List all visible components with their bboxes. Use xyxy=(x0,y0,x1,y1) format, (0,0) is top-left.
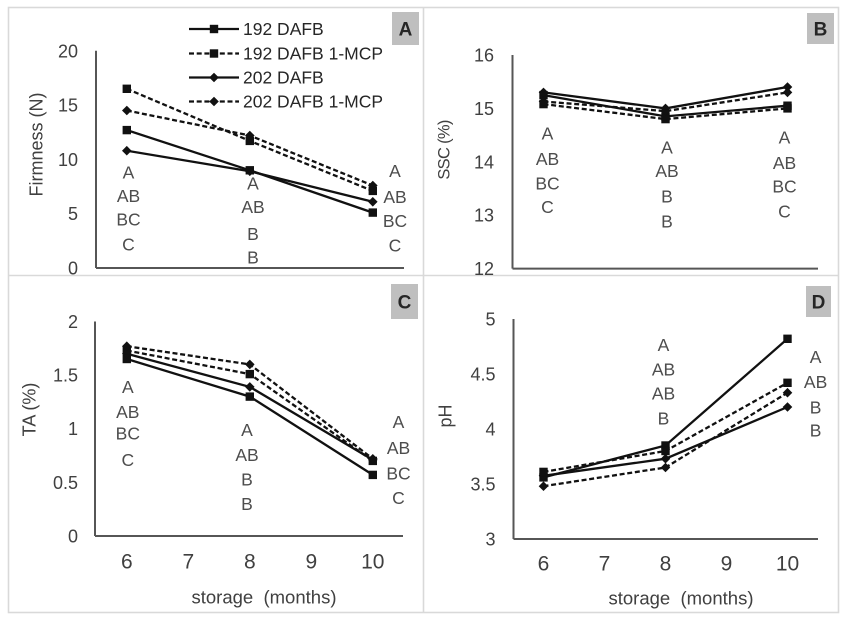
svg-text:15: 15 xyxy=(58,96,78,116)
svg-text:8: 8 xyxy=(244,551,256,574)
svg-text:13: 13 xyxy=(474,206,494,226)
svg-text:B: B xyxy=(661,211,673,231)
svg-text:AB: AB xyxy=(117,186,140,206)
svg-text:A: A xyxy=(123,162,135,182)
svg-text:C: C xyxy=(392,488,405,508)
svg-text:A: A xyxy=(542,123,554,143)
svg-text:SSC (%): SSC (%) xyxy=(436,120,454,179)
svg-text:14: 14 xyxy=(474,152,494,172)
svg-text:10: 10 xyxy=(361,551,384,574)
svg-text:5: 5 xyxy=(68,204,78,224)
svg-text:C: C xyxy=(398,292,412,313)
svg-text:C: C xyxy=(541,197,554,217)
svg-text:BC: BC xyxy=(383,211,407,231)
svg-text:202 DAFB 1-MCP: 202 DAFB 1-MCP xyxy=(243,92,383,112)
svg-text:A: A xyxy=(399,19,413,40)
svg-text:storage (months): storage (months) xyxy=(609,588,754,609)
svg-text:B: B xyxy=(810,421,822,441)
svg-text:AB: AB xyxy=(652,360,675,380)
svg-text:0: 0 xyxy=(68,527,78,547)
svg-text:A: A xyxy=(122,377,134,397)
svg-text:4: 4 xyxy=(485,420,495,440)
svg-text:AB: AB xyxy=(241,197,264,217)
svg-text:0.5: 0.5 xyxy=(53,473,78,493)
svg-text:AB: AB xyxy=(387,438,410,458)
svg-text:9: 9 xyxy=(305,551,317,574)
svg-text:5: 5 xyxy=(485,310,495,330)
svg-text:AB: AB xyxy=(655,161,678,181)
svg-text:A: A xyxy=(393,412,405,432)
svg-text:16: 16 xyxy=(474,46,494,66)
svg-text:A: A xyxy=(661,138,673,158)
svg-text:storage (months): storage (months) xyxy=(192,587,337,608)
svg-text:BC: BC xyxy=(386,464,410,484)
svg-text:B: B xyxy=(810,398,822,418)
svg-text:BC: BC xyxy=(535,174,559,194)
svg-text:C: C xyxy=(778,201,791,221)
svg-text:2: 2 xyxy=(68,312,78,332)
svg-text:AB: AB xyxy=(652,384,675,404)
svg-text:pH: pH xyxy=(436,404,456,427)
svg-text:0: 0 xyxy=(68,259,78,279)
svg-text:192 DAFB 1-MCP: 192 DAFB 1-MCP xyxy=(243,44,383,64)
svg-text:B: B xyxy=(814,19,828,40)
svg-text:B: B xyxy=(241,494,253,514)
svg-text:B: B xyxy=(658,409,670,429)
svg-text:20: 20 xyxy=(58,41,78,61)
svg-text:C: C xyxy=(389,235,402,255)
svg-text:A: A xyxy=(241,420,253,440)
svg-text:BC: BC xyxy=(116,210,140,230)
svg-text:AB: AB xyxy=(804,372,827,392)
svg-text:BC: BC xyxy=(116,424,140,444)
svg-text:6: 6 xyxy=(538,553,550,576)
svg-text:A: A xyxy=(389,161,401,181)
svg-text:AB: AB xyxy=(235,445,258,465)
svg-text:TA (%): TA (%) xyxy=(20,383,40,437)
svg-text:A: A xyxy=(247,174,259,194)
svg-text:B: B xyxy=(247,247,259,267)
svg-text:B: B xyxy=(241,470,253,490)
svg-text:AB: AB xyxy=(116,402,139,422)
svg-text:B: B xyxy=(247,224,259,244)
svg-text:C: C xyxy=(121,450,134,470)
svg-text:C: C xyxy=(122,235,135,255)
svg-text:192 DAFB: 192 DAFB xyxy=(243,19,324,39)
svg-text:B: B xyxy=(661,187,673,207)
svg-text:4.5: 4.5 xyxy=(470,365,495,385)
svg-text:6: 6 xyxy=(121,551,133,574)
svg-text:1.5: 1.5 xyxy=(53,366,78,386)
svg-text:202 DAFB: 202 DAFB xyxy=(243,68,324,88)
svg-text:15: 15 xyxy=(474,99,494,119)
svg-text:8: 8 xyxy=(660,553,672,576)
svg-text:AB: AB xyxy=(773,153,796,173)
svg-text:10: 10 xyxy=(776,553,799,576)
svg-text:A: A xyxy=(658,335,670,355)
svg-text:D: D xyxy=(812,292,826,313)
svg-text:A: A xyxy=(810,347,822,367)
svg-text:AB: AB xyxy=(383,187,406,207)
svg-text:3: 3 xyxy=(485,530,495,550)
svg-text:9: 9 xyxy=(721,553,733,576)
svg-text:12: 12 xyxy=(474,259,494,279)
svg-text:AB: AB xyxy=(536,149,559,169)
svg-text:A: A xyxy=(779,128,791,148)
svg-text:BC: BC xyxy=(772,177,796,197)
svg-text:7: 7 xyxy=(182,551,194,574)
svg-text:1: 1 xyxy=(68,419,78,439)
svg-text:7: 7 xyxy=(599,553,611,576)
svg-text:Firmness (N): Firmness (N) xyxy=(27,93,47,197)
svg-text:3.5: 3.5 xyxy=(470,475,495,495)
svg-text:10: 10 xyxy=(58,150,78,170)
